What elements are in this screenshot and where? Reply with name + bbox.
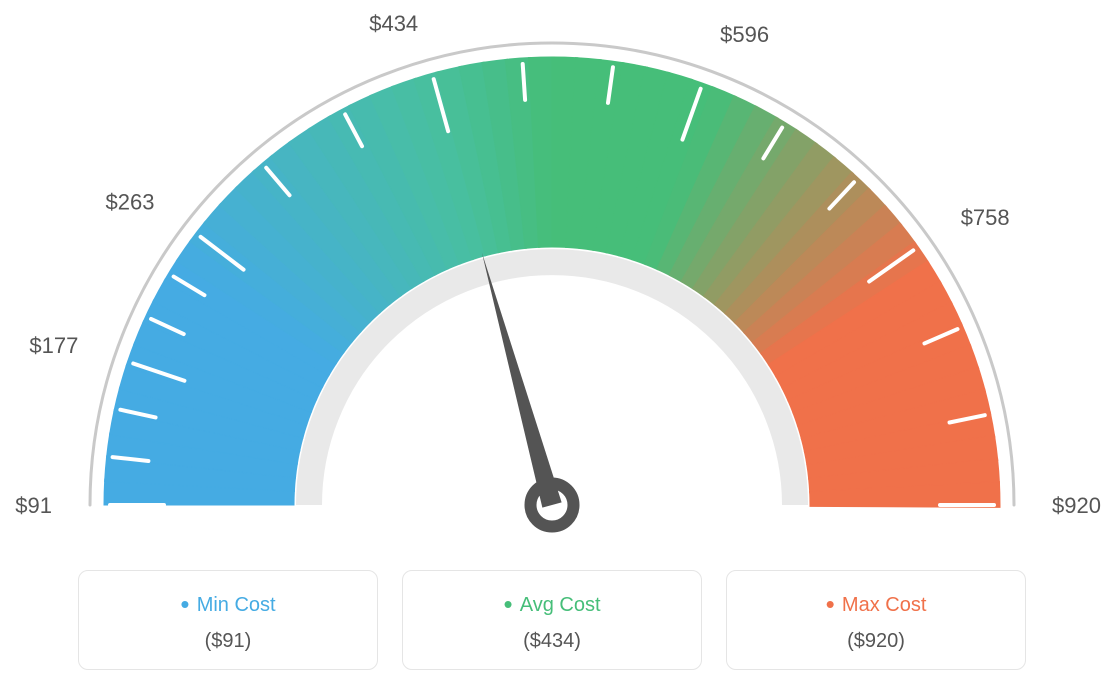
svg-text:$177: $177: [29, 333, 78, 358]
gauge-needle: [482, 253, 562, 508]
svg-text:$596: $596: [720, 22, 769, 47]
svg-text:$758: $758: [961, 205, 1010, 230]
gauge-band: [104, 57, 1000, 507]
legend-row: Min Cost ($91) Avg Cost ($434) Max Cost …: [0, 570, 1104, 670]
svg-text:$920: $920: [1052, 493, 1101, 518]
gauge-svg: $91 $177 $263 $434 $596 $758 $920: [0, 0, 1104, 560]
legend-card-max: Max Cost ($920): [726, 570, 1026, 670]
legend-avg-value: ($434): [413, 630, 691, 653]
legend-avg-label: Avg Cost: [413, 589, 691, 620]
legend-card-min: Min Cost ($91): [78, 570, 378, 670]
legend-max-value: ($920): [737, 630, 1015, 653]
svg-text:$263: $263: [106, 190, 155, 215]
svg-text:$434: $434: [369, 11, 418, 36]
legend-min-label: Min Cost: [89, 589, 367, 620]
cost-gauge-chart: $91 $177 $263 $434 $596 $758 $920: [0, 0, 1104, 560]
legend-min-value: ($91): [89, 630, 367, 653]
legend-max-label: Max Cost: [737, 589, 1015, 620]
legend-card-avg: Avg Cost ($434): [402, 570, 702, 670]
svg-text:$91: $91: [15, 493, 52, 518]
